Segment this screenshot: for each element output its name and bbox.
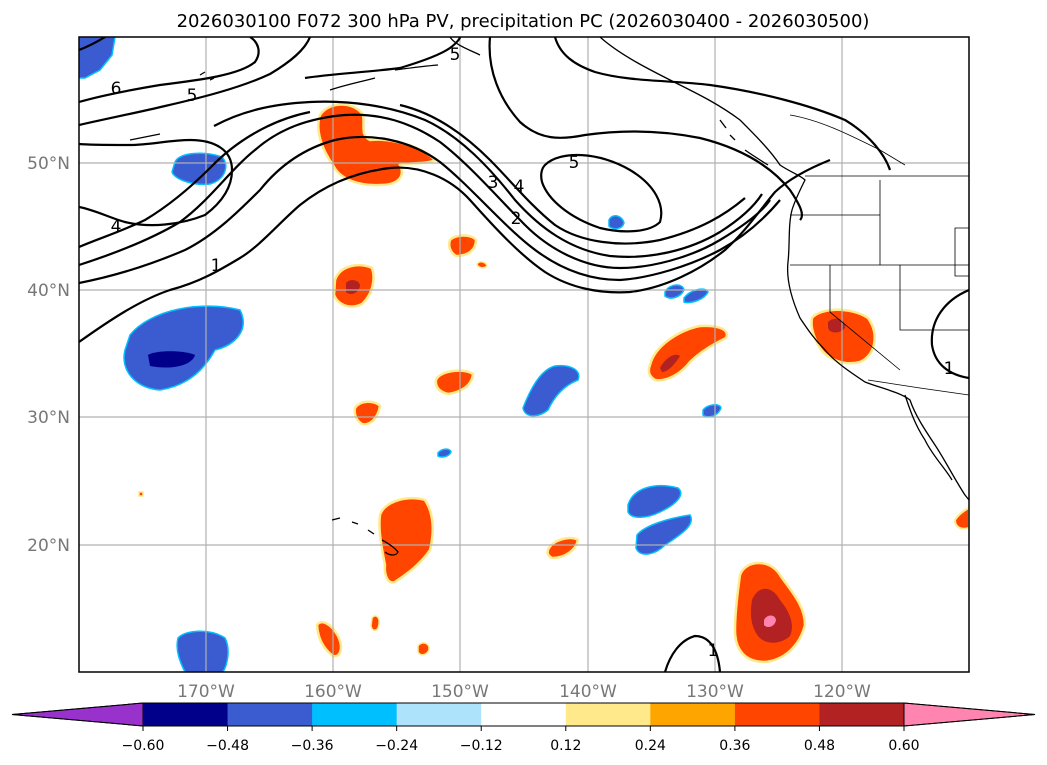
pos-blob-12n-b	[370, 615, 380, 631]
state-borders	[790, 180, 969, 371]
contour-label: 5	[187, 86, 198, 106]
lat-label-30n: 30°N	[27, 408, 70, 428]
pos-blob-11n	[417, 642, 430, 656]
colorbar-tick-label: −0.24	[375, 738, 418, 754]
coastline-alaska-canada	[449, 37, 969, 501]
colorbar-segment	[396, 703, 482, 726]
coastline-hawaii	[331, 517, 399, 556]
colorbar-tick-label: −0.48	[206, 738, 249, 754]
pv-contour-1-south	[663, 634, 722, 672]
colorbar-segment	[227, 703, 313, 726]
contour-label: 2	[511, 209, 522, 229]
lat-label-40n: 40°N	[27, 281, 70, 301]
pv-contours	[79, 37, 969, 672]
lon-label-140w: 140°W	[559, 682, 617, 702]
pv-contour-5-ring	[488, 37, 804, 221]
pv-contour-3	[213, 100, 763, 258]
latitude-labels: 50°N 40°N 30°N 20°N	[27, 154, 70, 556]
neg-blob-52n	[171, 152, 227, 186]
contour-label: 5	[569, 153, 580, 173]
lon-label-150w: 150°W	[431, 682, 489, 702]
contour-label: 4	[111, 217, 122, 237]
colorbar-tick-label: −0.60	[122, 738, 165, 754]
pv-contour-5-south	[540, 153, 663, 233]
pos-blob-12n-a	[315, 620, 343, 658]
contour-label: 6	[111, 79, 122, 99]
pv-contour-4b	[399, 103, 746, 245]
neg-blob-23n	[627, 485, 682, 518]
lon-label-130w: 130°W	[686, 682, 744, 702]
figure-title: 2026030100 F072 300 hPa PV, precipitatio…	[177, 11, 870, 32]
contour-label: 1	[708, 641, 719, 661]
pv-contour-4	[79, 110, 311, 249]
colorbar-extend-low	[11, 702, 144, 727]
pos-max-14n	[764, 615, 776, 628]
graticule	[79, 37, 969, 672]
neg-blob-27n	[437, 448, 452, 458]
contour-label: 1	[944, 359, 955, 379]
lat-label-20n: 20°N	[27, 536, 70, 556]
colorbar-segment	[481, 703, 567, 726]
contour-label: 4	[514, 177, 525, 197]
pos-blob-20n-east	[953, 506, 969, 530]
lon-label-170w: 170°W	[177, 682, 235, 702]
colorbar-tick-label: 0.36	[719, 738, 750, 754]
lon-label-120w: 120°W	[813, 682, 871, 702]
colorbar-segment	[819, 703, 905, 726]
negative-precip-areas	[79, 37, 722, 672]
map-plot-area: 6 5 5 5 4 4 3 2 1 1 1	[79, 37, 969, 672]
positive-precip-areas	[138, 103, 969, 664]
pv-contour-1-southeast	[930, 288, 969, 380]
pv-contour-upper-north	[304, 37, 462, 80]
contour-labels: 6 5 5 5 4 4 3 2 1 1 1	[111, 45, 955, 661]
colorbar: −0.60 −0.48 −0.36 −0.24 −0.12 0.12 0.24 0.36 0.4…	[11, 702, 1036, 754]
pos-blob-42n-small	[476, 261, 488, 269]
contour-label: 3	[488, 173, 499, 193]
lat-label-50n: 50°N	[27, 154, 70, 174]
pos-blob-33n	[434, 369, 475, 396]
pos-blob-20n	[546, 536, 580, 560]
lon-label-160w: 160°W	[304, 682, 362, 702]
map-frame	[78, 36, 970, 673]
neg-blob-35n-large	[123, 305, 244, 391]
pv-contour-5-outer	[553, 37, 892, 171]
pv-contour-5-north	[79, 37, 312, 127]
coastlines	[129, 37, 969, 556]
contour-label: 1	[211, 256, 222, 276]
coastline-islands-north	[129, 64, 439, 141]
colorbar-segment	[312, 703, 398, 726]
pos-core-35n	[660, 354, 680, 372]
pos-blob-21n-west	[378, 496, 434, 584]
colorbar-segment	[734, 703, 820, 726]
colorbar-tick-label: −0.12	[460, 738, 503, 754]
neg-blob-21n	[635, 514, 693, 555]
colorbar-segment	[143, 703, 229, 726]
neg-blob-39n-b	[683, 288, 709, 304]
contour-label: 5	[450, 45, 461, 65]
neg-core-35n	[148, 351, 195, 368]
pv-contour-2	[79, 113, 771, 270]
colorbar-segment	[565, 703, 651, 726]
colorbar-segment	[650, 703, 736, 726]
pos-blob-43n	[448, 234, 478, 258]
colorbar-extend-high	[903, 702, 1036, 727]
neg-blob-46n	[608, 215, 625, 230]
colorbar-tick-label: 0.24	[635, 738, 666, 754]
longitude-labels: 170°W 160°W 150°W 140°W 130°W 120°W	[177, 682, 871, 702]
colorbar-tick-label: −0.36	[291, 738, 334, 754]
colorbar-tick-label: 0.12	[550, 738, 581, 754]
pos-blob-24n-dot	[138, 491, 144, 497]
pos-core-37n-coast	[828, 318, 846, 333]
colorbar-tick-label: 0.48	[804, 738, 835, 754]
colorbar-tick-label: 0.60	[888, 738, 919, 754]
neg-blob-11n	[176, 630, 229, 672]
coastline-baja	[904, 394, 953, 481]
neg-blob-32n	[522, 364, 580, 417]
pv-contour-6	[79, 37, 260, 104]
border-usa-mexico	[867, 379, 969, 396]
coastline-islands-bc	[719, 119, 769, 166]
pv-contour-1b	[79, 135, 781, 285]
